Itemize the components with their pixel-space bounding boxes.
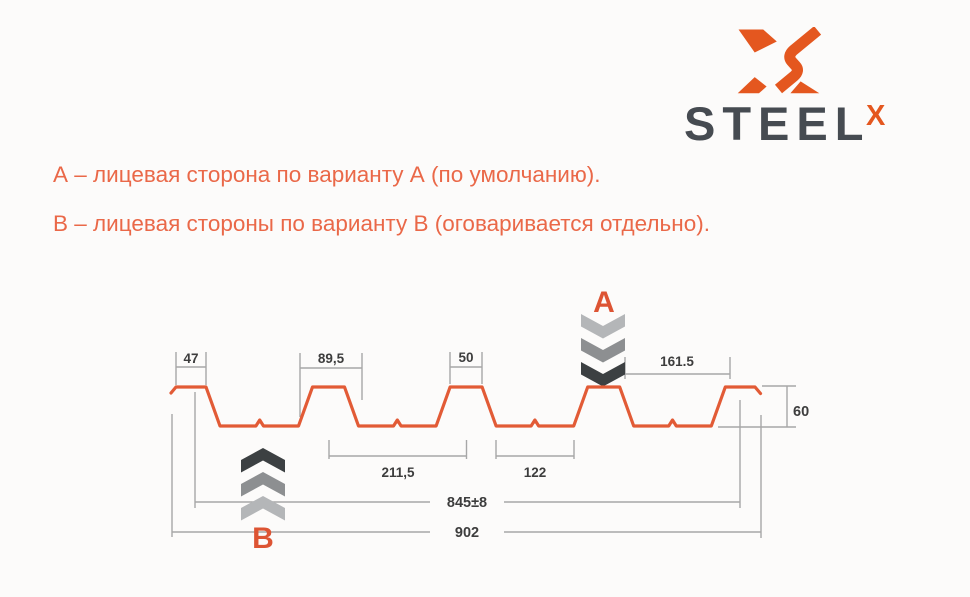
marker-b-label: B <box>252 522 274 555</box>
marker-a: A <box>581 286 625 387</box>
chevron-down-icon-dark <box>581 362 625 387</box>
dim-161-label: 161.5 <box>660 354 694 369</box>
dim-89-label: 89,5 <box>318 351 345 366</box>
dimension-labels: 47 89,5 50 161.5 60 211,5 122 845±8 902 <box>183 350 809 541</box>
logo-arm-top-left <box>738 29 777 53</box>
marker-b: B <box>241 448 285 555</box>
logo-arm-bottom-right <box>790 81 820 94</box>
dim-845-label: 845±8 <box>447 495 487 511</box>
chevron-down-icon-mid <box>581 338 625 363</box>
dim-47-label: 47 <box>183 351 198 366</box>
note-variant-b: В – лицевая стороны по варианту В (огова… <box>53 211 710 236</box>
brand-mark-x: X <box>866 100 886 132</box>
dim-50-label: 50 <box>458 350 473 365</box>
logo-ribbon-s <box>774 27 821 94</box>
dim-211-label: 211,5 <box>381 465 415 480</box>
chevron-down-icon-light <box>581 314 625 339</box>
profile-outline <box>169 385 763 428</box>
logo-x-mark <box>737 27 821 94</box>
brand-name: STEEL <box>684 97 871 150</box>
chevron-up-icon-light <box>241 496 285 521</box>
dim-902-label: 902 <box>455 525 479 541</box>
steelx-logo-icon <box>737 27 821 94</box>
logo-arm-bottom-left <box>737 77 767 94</box>
chevron-up-icon-mid <box>241 472 285 497</box>
dim-60-label: 60 <box>793 404 809 420</box>
chevron-up-icon-dark <box>241 448 285 473</box>
note-variant-a: А – лицевая сторона по варианту А (по ум… <box>53 162 601 187</box>
marker-a-label: A <box>593 286 615 319</box>
dim-122-label: 122 <box>524 465 547 480</box>
